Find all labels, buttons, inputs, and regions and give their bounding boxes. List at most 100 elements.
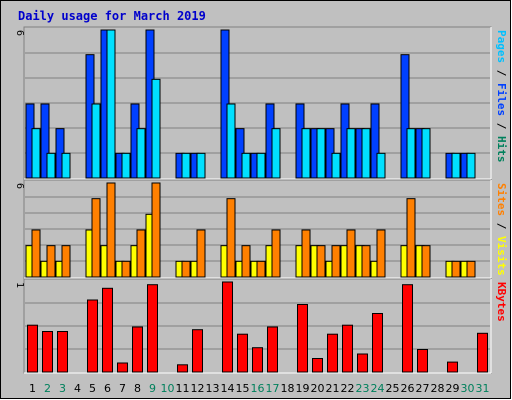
bar-visits-day-24 <box>376 229 386 278</box>
legend-part: Files <box>495 83 508 116</box>
x-tick-label-3: 3 <box>59 382 66 395</box>
bar-kbytes-day-11 <box>177 364 188 373</box>
bar-visits-day-9 <box>151 182 161 278</box>
bar-files-day-8 <box>136 128 146 179</box>
x-tick-label-10: 10 <box>161 382 175 395</box>
bar-files-day-24 <box>376 152 386 179</box>
x-tick-label-17: 17 <box>266 382 280 395</box>
y-max-label-visits: 6 <box>14 183 25 189</box>
legend-part: Visits <box>495 236 508 276</box>
bar-kbytes-day-22 <box>342 324 353 373</box>
bar-kbytes-day-21 <box>327 333 338 373</box>
chart-panels: 6 Pages / Files / Hits 6 Sites / Visits 1 KBy… <box>14 26 508 374</box>
x-tick-label-9: 9 <box>149 382 156 395</box>
bar-visits-day-17 <box>271 229 281 278</box>
bar-files-day-29 <box>451 152 461 179</box>
bar-visits-day-23 <box>361 245 371 278</box>
bar-files-day-11 <box>181 152 191 179</box>
x-tick-label-21: 21 <box>326 382 340 395</box>
bar-visits-day-20 <box>316 245 326 278</box>
bar-visits-day-15 <box>241 245 251 278</box>
x-tick-label-31: 31 <box>476 382 490 395</box>
bar-hits-day-2 <box>40 103 50 179</box>
panel-visits: 6 Sites / Visits <box>14 179 508 279</box>
x-axis-labels: 1 2 3 4 5 6 7 8 9 10 11 12 13 14 15 16 17 18 19 20 21 22 23 24 2… <box>29 382 490 395</box>
bar-visits-day-12 <box>196 229 206 278</box>
bar-visits-day-26 <box>406 198 416 278</box>
bar-kbytes-day-6 <box>102 287 113 373</box>
legend-part: KBytes <box>495 282 508 322</box>
legend-label-kbytes: KBytes <box>495 282 508 322</box>
bar-kbytes-day-31 <box>477 332 488 373</box>
x-tick-label-23: 23 <box>356 382 370 395</box>
x-tick-label-27: 27 <box>416 382 430 395</box>
bar-files-day-12 <box>196 152 206 179</box>
bar-files-day-15 <box>241 152 251 179</box>
bar-files-day-7 <box>121 152 131 179</box>
bar-kbytes-day-2 <box>42 331 53 373</box>
bar-visits-day-30 <box>466 260 476 278</box>
bar-files-day-16 <box>256 152 266 179</box>
panel-hits: 6 Pages / Files / Hits <box>14 26 508 180</box>
x-tick-label-18: 18 <box>281 382 295 395</box>
y-max-label-kbytes: 1 <box>14 282 25 288</box>
x-tick-label-29: 29 <box>446 382 460 395</box>
bar-files-day-21 <box>331 152 341 179</box>
bar-kbytes-day-16 <box>252 347 263 373</box>
x-tick-label-14: 14 <box>221 382 235 395</box>
legend-part: Hits <box>495 136 508 163</box>
x-tick-label-13: 13 <box>206 382 220 395</box>
bar-kbytes-day-17 <box>267 326 278 373</box>
x-tick-label-4: 4 <box>74 382 81 395</box>
legend-label-visits: Sites / Visits <box>495 183 508 276</box>
x-tick-label-30: 30 <box>461 382 475 395</box>
bar-files-day-2 <box>46 152 56 179</box>
x-tick-label-2: 2 <box>44 382 51 395</box>
bar-visits-day-5 <box>91 198 101 278</box>
bar-files-day-1 <box>31 128 41 179</box>
bar-kbytes-day-29 <box>447 361 458 373</box>
bar-files-day-26 <box>406 128 416 179</box>
legend-part: / <box>495 63 508 83</box>
x-tick-label-19: 19 <box>296 382 310 395</box>
bar-files-day-9 <box>151 78 161 179</box>
bar-kbytes-day-9 <box>147 284 158 373</box>
legend-part: Sites <box>495 183 508 216</box>
bar-kbytes-day-3 <box>57 331 68 373</box>
bar-kbytes-day-12 <box>192 329 203 373</box>
bar-files-day-3 <box>61 152 71 179</box>
bar-visits-day-1 <box>31 229 41 278</box>
bar-files-day-19 <box>301 128 311 179</box>
x-tick-label-12: 12 <box>191 382 205 395</box>
bar-kbytes-day-7 <box>117 362 128 373</box>
bar-files-day-20 <box>316 128 326 179</box>
bar-visits-day-29 <box>451 260 461 278</box>
y-max-label-hits: 6 <box>14 30 25 36</box>
panel-kbytes: 1 KBytes <box>14 278 508 374</box>
bar-files-day-6 <box>106 29 116 179</box>
x-tick-label-25: 25 <box>386 382 400 395</box>
bar-hits-day-26 <box>400 54 410 179</box>
bar-files-day-30 <box>466 152 476 179</box>
chart-title: Daily usage for March 2019 <box>18 9 206 23</box>
bar-files-day-27 <box>421 128 431 179</box>
bar-kbytes-day-23 <box>357 353 368 373</box>
bar-kbytes-day-24 <box>372 313 383 373</box>
x-tick-label-20: 20 <box>311 382 325 395</box>
x-tick-label-16: 16 <box>251 382 265 395</box>
bar-files-day-14 <box>226 103 236 179</box>
bar-visits-day-6 <box>106 182 116 278</box>
x-tick-label-28: 28 <box>431 382 445 395</box>
x-tick-label-11: 11 <box>176 382 190 395</box>
x-tick-label-8: 8 <box>134 382 141 395</box>
bar-visits-day-3 <box>61 245 71 278</box>
bar-visits-day-19 <box>301 229 311 278</box>
bar-visits-day-16 <box>256 260 266 278</box>
bar-visits-day-8 <box>136 229 146 278</box>
bar-kbytes-day-26 <box>402 284 413 373</box>
bar-visits-day-22 <box>346 229 356 278</box>
x-tick-label-26: 26 <box>401 382 415 395</box>
bar-visits-day-7 <box>121 260 131 278</box>
